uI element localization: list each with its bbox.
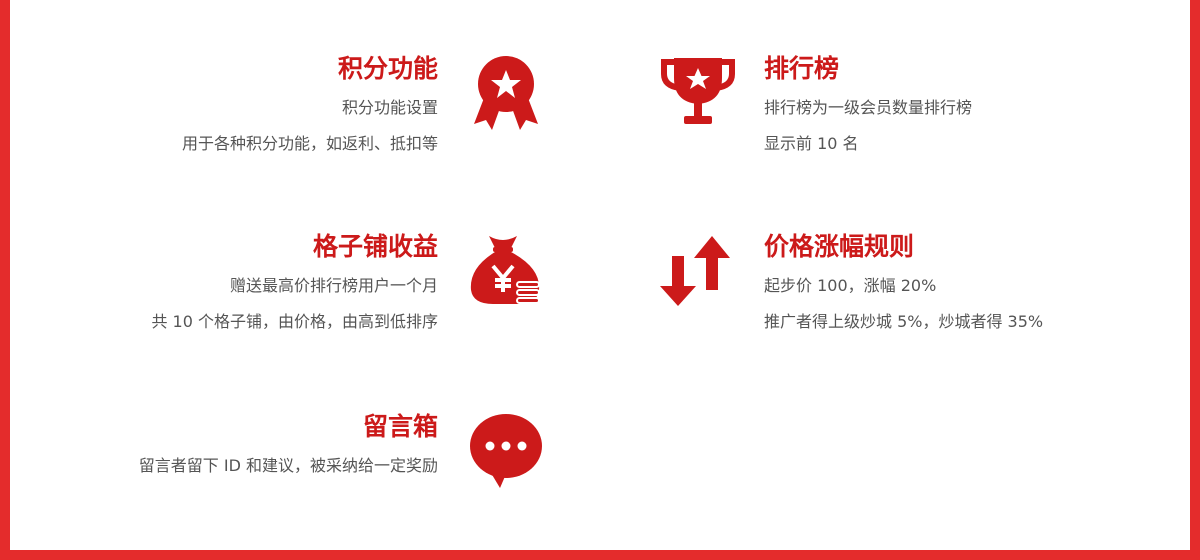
feature-description: 显示前 10 名 [764, 134, 859, 153]
feature-title: 格子铺收益 [312, 232, 438, 261]
trophy-icon [658, 52, 738, 132]
feature-description: 用于各种积分功能，如返利、抵扣等 [181, 134, 438, 153]
feature-description: 共 10 个格子铺，由价格，由高到低排序 [151, 312, 438, 331]
feature-description: 排行榜为一级会员数量排行榜 [764, 98, 973, 117]
feature-description: 推广者得上级炒城 5%，炒城者得 35% [764, 312, 1044, 331]
features-panel: 积分功能 积分功能设置 用于各种积分功能，如返利、抵扣等 排行榜 排行榜为一级会… [10, 0, 1190, 550]
feature-title: 留言箱 [362, 412, 438, 441]
feature-description: 起步价 100，涨幅 20% [764, 276, 937, 295]
feature-ranking: 排行榜 排行榜为一级会员数量排行榜 显示前 10 名 [764, 52, 972, 154]
chat-bubble-icon [466, 410, 546, 490]
feature-message-box: 留言箱 留言者留下 ID 和建议，被采纳给一定奖励 [139, 410, 438, 476]
feature-title: 积分功能 [337, 54, 438, 83]
feature-title: 价格涨幅规则 [764, 232, 915, 261]
feature-description: 留言者留下 ID 和建议，被采纳给一定奖励 [138, 456, 438, 475]
feature-title: 排行榜 [764, 54, 840, 83]
medal-star-icon [466, 52, 546, 132]
money-bag-yen-icon [463, 230, 543, 310]
feature-points: 积分功能 积分功能设置 用于各种积分功能，如返利、抵扣等 [182, 52, 438, 154]
feature-shop-income: 格子铺收益 赠送最高价排行榜用户一个月 共 10 个格子铺，由价格，由高到低排序 [151, 230, 438, 332]
feature-description: 赠送最高价排行榜用户一个月 [229, 276, 438, 295]
feature-price-rules: 价格涨幅规则 起步价 100，涨幅 20% 推广者得上级炒城 5%，炒城者得 3… [764, 230, 1043, 332]
up-down-arrows-icon [658, 230, 738, 310]
feature-description: 积分功能设置 [341, 98, 438, 117]
